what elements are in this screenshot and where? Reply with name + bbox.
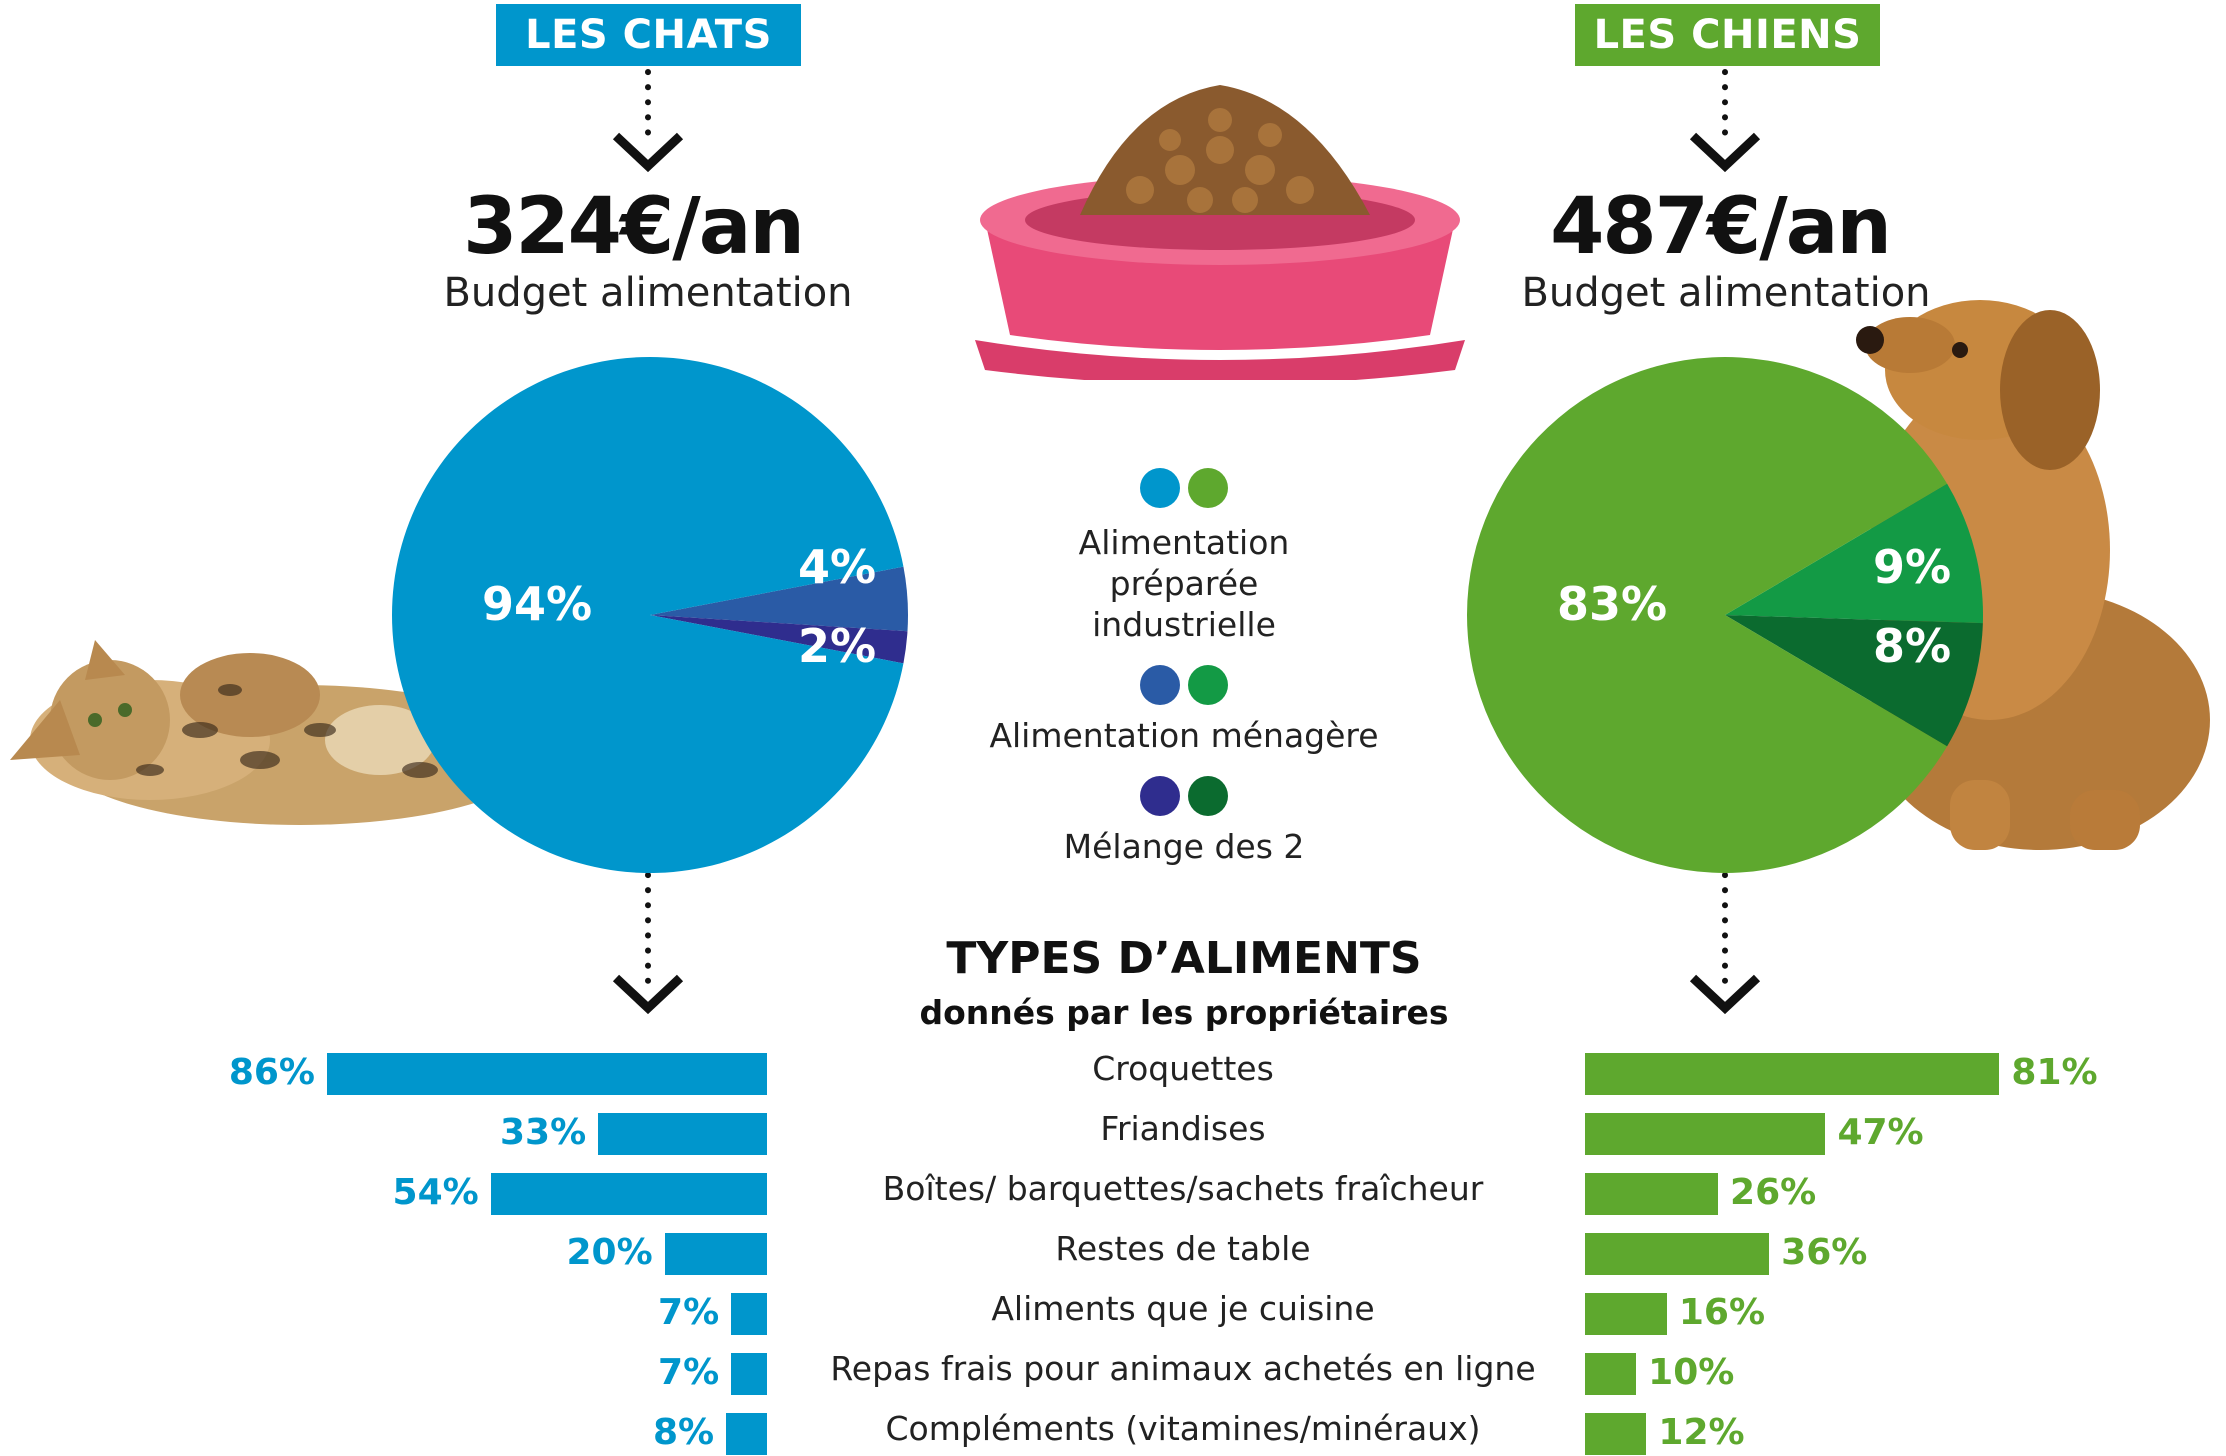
cats-bar	[726, 1413, 767, 1455]
category-label: Compléments (vitamines/minéraux)	[885, 1409, 1481, 1448]
category-label: Restes de table	[1055, 1229, 1311, 1268]
dogs-slice-mix	[1725, 615, 1983, 747]
legend-swatch-dogs	[1188, 776, 1228, 816]
dogs-slice-label: 9%	[1873, 540, 1951, 594]
dogs-bar	[1585, 1353, 1637, 1395]
dogs-bar-label: 10%	[1648, 1352, 1735, 1393]
dogs-bar-label: 81%	[2011, 1052, 2098, 1093]
cats-bar	[664, 1233, 767, 1275]
dogs-bar	[1585, 1293, 1667, 1335]
legend-swatch-dogs	[1188, 665, 1228, 705]
cats-pie-chart: 94% 4% 2%	[392, 357, 908, 873]
dogs-budget: 487€/an	[1550, 182, 1892, 272]
cats-bar	[731, 1293, 767, 1335]
legend-swatch-cats	[1140, 468, 1180, 508]
cats-bar-label: 7%	[658, 1352, 720, 1393]
dogs-bar-label: 36%	[1781, 1232, 1868, 1273]
category-label: Boîtes/ barquettes/sachets fraîcheur	[882, 1169, 1484, 1208]
dogs-slice-label: 8%	[1873, 619, 1951, 673]
cats-budget: 324€/an	[463, 182, 805, 272]
legend-swatch-cats	[1140, 776, 1180, 816]
dogs-bar-label: 47%	[1837, 1112, 1924, 1153]
dogs-pie-chart: 83% 9% 8%	[1467, 356, 1983, 873]
category-label: Friandises	[1100, 1109, 1266, 1148]
cats-slice-mix	[650, 615, 908, 664]
cats-bar	[731, 1353, 767, 1395]
category-label: Repas frais pour animaux achetés en lign…	[830, 1349, 1536, 1388]
dogs-slice-industrial	[1467, 356, 1948, 873]
chevron-down-icon	[1689, 974, 1761, 1015]
chevron-down-icon	[612, 132, 684, 173]
category-label: Aliments que je cuisine	[991, 1289, 1375, 1328]
dogs-slice-homemade	[1725, 483, 1983, 624]
dogs-bar-label: 26%	[1730, 1172, 1817, 1213]
cats-slice-label: 4%	[798, 540, 876, 594]
cats-bar-label: 33%	[499, 1112, 587, 1153]
dogs-bar-label: 16%	[1678, 1292, 1766, 1333]
food-bowl-image	[975, 85, 1465, 380]
chevron-down-icon	[1689, 132, 1761, 173]
cats-bar	[327, 1053, 767, 1095]
cats-slice-homemade	[650, 566, 908, 632]
category-label: Croquettes	[1092, 1049, 1274, 1088]
dogs-slice-label: 83%	[1557, 577, 1667, 631]
cats-budget-label: Budget alimentation	[443, 270, 853, 316]
cats-bar-label: 86%	[228, 1052, 315, 1093]
dogs-bar	[1585, 1113, 1826, 1155]
cats-badge: LES CHATS	[496, 4, 801, 66]
types-title: TYPES D’ALIMENTS	[946, 933, 1422, 984]
dogs-bar	[1585, 1413, 1647, 1455]
cats-bar	[598, 1113, 767, 1155]
dogs-bar-label: 12%	[1658, 1412, 1745, 1453]
legend-item-homemade: Alimentation ménagère	[974, 665, 1394, 756]
dogs-badge: LES CHIENS	[1575, 4, 1880, 66]
cats-slice-industrial	[392, 357, 904, 873]
cats-bar-label: 20%	[566, 1232, 653, 1273]
cats-slice-label: 2%	[798, 619, 876, 673]
cats-bar	[490, 1173, 767, 1215]
legend-label: Alimentation préparée industrielle	[1078, 523, 1290, 644]
chevron-down-icon	[612, 974, 684, 1015]
cats-bar-label: 7%	[658, 1292, 720, 1333]
cats-bar-label: 8%	[652, 1412, 715, 1453]
cats-bar-label: 54%	[392, 1172, 479, 1213]
legend-swatch-cats	[1140, 665, 1180, 705]
legend-label: Mélange des 2	[1063, 827, 1305, 866]
cats-slice-label: 94%	[482, 577, 592, 631]
legend: Alimentation préparée industrielle Alime…	[974, 468, 1394, 867]
types-subtitle: donnés par les propriétaires	[919, 993, 1449, 1032]
dogs-bar	[1585, 1233, 1770, 1275]
dogs-bar	[1585, 1053, 2000, 1095]
dogs-budget-label: Budget alimentation	[1521, 270, 1931, 316]
legend-item-mix: Mélange des 2	[974, 776, 1394, 867]
legend-swatch-dogs	[1188, 468, 1228, 508]
legend-label: Alimentation ménagère	[989, 716, 1379, 755]
legend-item-industrial: Alimentation préparée industrielle	[974, 468, 1394, 645]
dogs-bar	[1585, 1173, 1719, 1215]
